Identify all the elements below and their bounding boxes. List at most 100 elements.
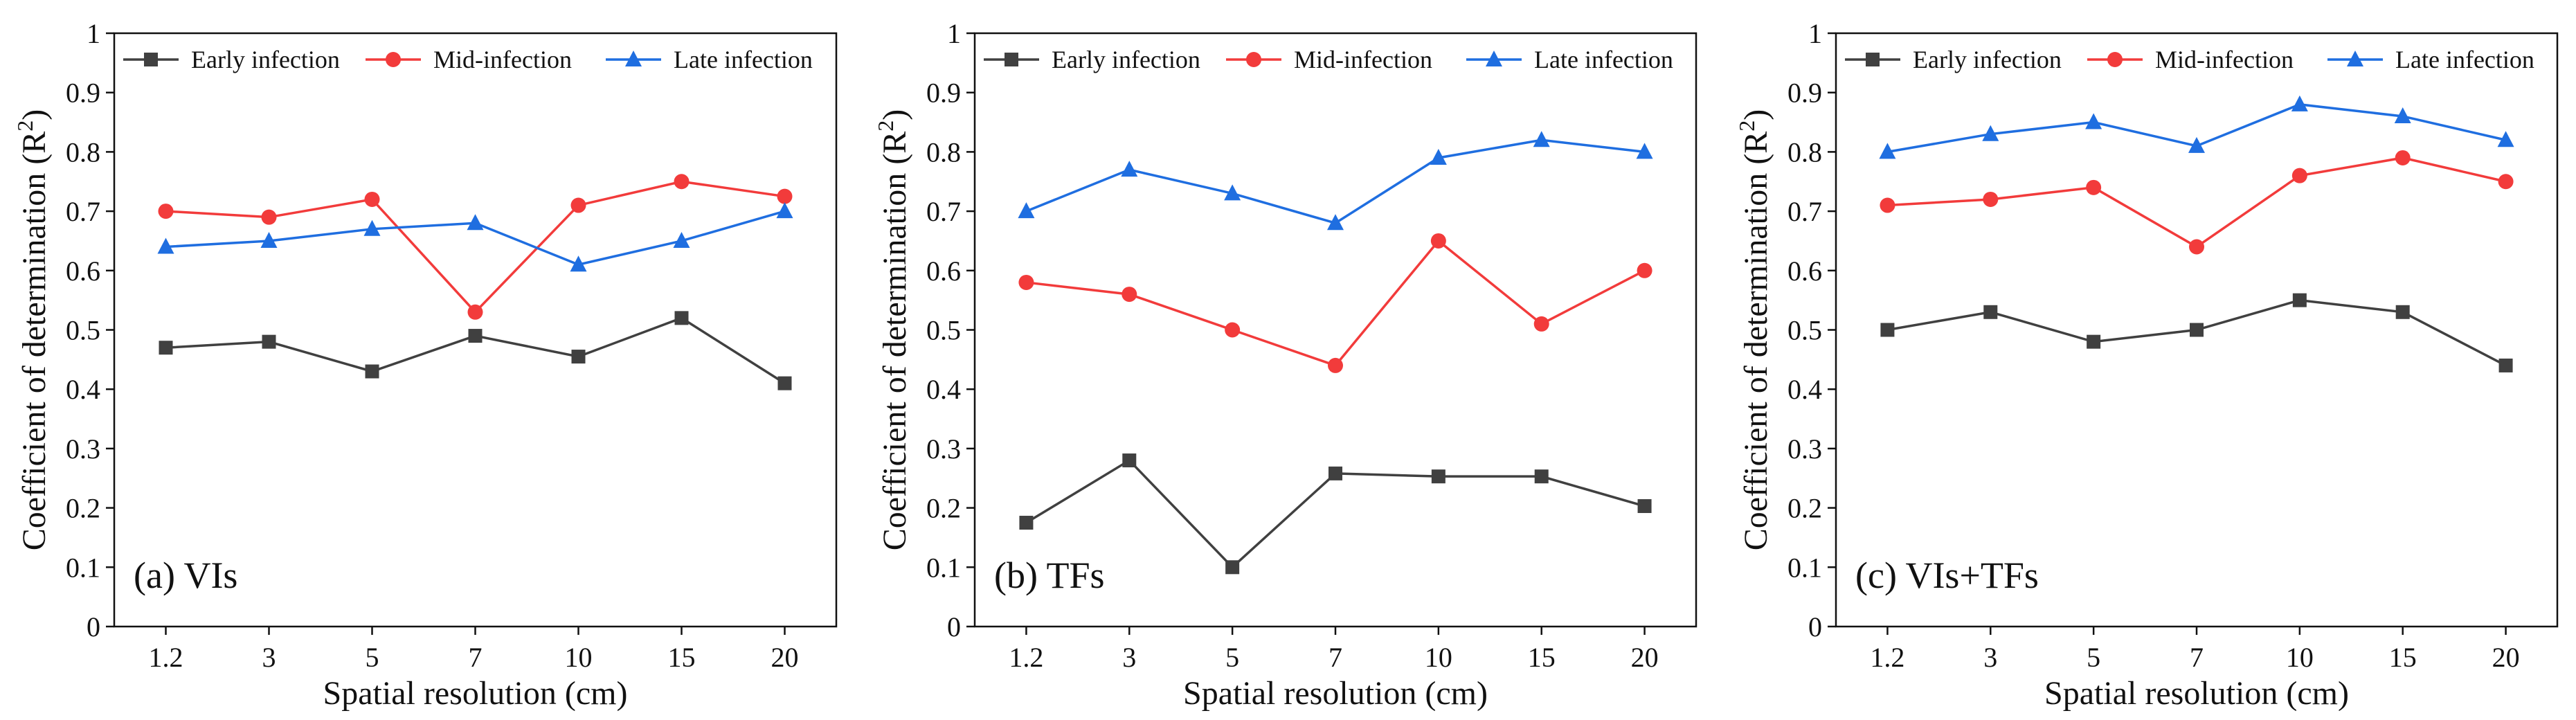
marker-square-0 xyxy=(1880,323,1895,337)
x-tick-label: 10 xyxy=(1425,642,1452,673)
y-tick-label: 0.5 xyxy=(926,315,961,346)
marker-square-2 xyxy=(365,364,379,379)
y-tick-label: 0 xyxy=(947,611,961,642)
y-tick-label: 0.8 xyxy=(1787,136,1822,168)
marker-circle-6 xyxy=(2498,174,2514,190)
x-tick-label: 7 xyxy=(2190,642,2204,673)
marker-circle-legend xyxy=(2107,52,2123,67)
y-axis-title-text: Coefficient of determination (R xyxy=(16,132,53,551)
y-tick-label: 0.7 xyxy=(1787,196,1822,227)
legend-item-early: Early infection xyxy=(984,46,1200,73)
y-tick-label: 0.1 xyxy=(1787,552,1822,583)
series-mid xyxy=(1018,233,1652,373)
y-tick-label: 0.5 xyxy=(66,315,100,346)
marker-circle-5 xyxy=(674,174,690,190)
marker-triangle-0 xyxy=(1879,143,1896,159)
marker-triangle-2 xyxy=(2085,113,2102,129)
marker-circle-2 xyxy=(2086,179,2102,195)
x-tick-label: 1.2 xyxy=(1870,642,1904,673)
y-tick-label: 0.9 xyxy=(926,78,961,109)
series-late xyxy=(1018,131,1653,231)
y-tick-label: 1 xyxy=(1808,18,1822,49)
y-axis-title-text: Coefficient of determination (R xyxy=(876,132,913,551)
y-tick-label: 0.9 xyxy=(66,78,100,109)
y-tick-label: 0.6 xyxy=(926,255,961,287)
marker-circle-2 xyxy=(364,191,380,207)
y-tick-label: 0.5 xyxy=(1787,315,1822,346)
plot-frame xyxy=(973,32,1697,628)
marker-square-0 xyxy=(159,341,173,355)
marker-triangle-5 xyxy=(1533,131,1550,147)
x-tick-label: 20 xyxy=(771,642,799,673)
marker-square-3 xyxy=(2190,323,2204,337)
y-axis-title: Coefficient of determination (R2) xyxy=(1734,109,1774,551)
x-tick-label: 20 xyxy=(1631,642,1659,673)
marker-triangle-1 xyxy=(1982,125,1999,141)
y-tick-label: 0.9 xyxy=(1787,78,1822,109)
marker-triangle-3 xyxy=(467,214,484,231)
y-axis-title-superscript: 2 xyxy=(873,120,898,132)
marker-square-6 xyxy=(777,376,792,390)
x-tick-label: 10 xyxy=(2286,642,2314,673)
legend-label-early: Early infection xyxy=(191,46,340,73)
marker-triangle-6 xyxy=(2497,131,2514,147)
y-tick-label: 0 xyxy=(87,611,100,642)
legend-item-mid: Mid-infection xyxy=(366,46,572,73)
legend-item-late: Late infection xyxy=(606,46,813,73)
marker-square-legend xyxy=(1005,53,1018,66)
marker-circle-1 xyxy=(1983,191,1999,207)
x-tick-label: 5 xyxy=(2087,642,2100,673)
y-axis-title-suffix: ) xyxy=(876,109,913,120)
marker-triangle-legend xyxy=(2347,51,2363,66)
chart-panel-2: 0 0.1 0.2 0.3 0.4 0.5 0.6 0.7 0.8 0.9 1 1.2 3 5 7 10 15 2… xyxy=(873,18,1697,712)
legend-label-late: Late infection xyxy=(1534,46,1673,73)
y-tick-label: 0.1 xyxy=(66,552,100,583)
marker-triangle-legend xyxy=(1486,51,1502,66)
series-line-mid xyxy=(165,180,785,314)
marker-triangle-2 xyxy=(363,219,381,236)
panel-label: (c) VIs+TFs xyxy=(1855,555,2039,596)
marker-circle-6 xyxy=(777,188,793,204)
legend-label-early: Early infection xyxy=(1913,46,2062,73)
y-tick-label: 0.2 xyxy=(1787,493,1822,524)
legend-item-mid: Mid-infection xyxy=(2087,46,2294,73)
legend-item-early: Early infection xyxy=(1845,46,2062,73)
marker-triangle-6 xyxy=(1636,143,1653,159)
series-early xyxy=(159,311,792,390)
series-mid xyxy=(1880,150,2514,255)
marker-square-4 xyxy=(571,350,586,364)
series-mid xyxy=(158,174,793,320)
x-tick-label: 7 xyxy=(1328,642,1342,673)
legend-item-mid: Mid-infection xyxy=(1226,46,1432,73)
x-tick-label: 7 xyxy=(469,642,483,673)
x-axis-title: Spatial resolution (cm) xyxy=(2044,675,2349,712)
marker-square-6 xyxy=(2498,358,2513,372)
y-axis-title-suffix: ) xyxy=(16,109,53,120)
marker-square-4 xyxy=(1431,469,1445,484)
y-tick-label: 0.4 xyxy=(1787,374,1822,405)
x-axis-title: Spatial resolution (cm) xyxy=(1183,675,1488,712)
marker-triangle-1 xyxy=(260,231,278,248)
y-tick-label: 0.7 xyxy=(926,196,961,227)
marker-circle-4 xyxy=(2291,168,2307,183)
legend-label-mid: Mid-infection xyxy=(433,46,572,73)
legend-label-early: Early infection xyxy=(1052,46,1200,73)
legend-label-mid: Mid-infection xyxy=(2155,46,2294,73)
x-tick-label: 3 xyxy=(1983,642,1997,673)
legend-label-late: Late infection xyxy=(674,46,813,73)
x-tick-label: 15 xyxy=(668,642,696,673)
x-tick-label: 20 xyxy=(2492,642,2520,673)
marker-circle-legend xyxy=(386,52,401,67)
x-tick-label: 5 xyxy=(1225,642,1239,673)
y-axis-title-text: Coefficient of determination (R xyxy=(1738,132,1774,551)
series-early xyxy=(1880,293,2513,372)
y-axis-title: Coefficient of determination (R2) xyxy=(873,109,913,551)
legend-item-late: Late infection xyxy=(2327,46,2534,73)
y-tick-label: 0.4 xyxy=(926,374,961,405)
series-early xyxy=(1019,453,1652,575)
marker-circle-2 xyxy=(1225,322,1241,338)
marker-triangle-1 xyxy=(1121,161,1138,177)
marker-triangle-0 xyxy=(157,237,174,254)
marker-triangle-3 xyxy=(1327,214,1344,231)
